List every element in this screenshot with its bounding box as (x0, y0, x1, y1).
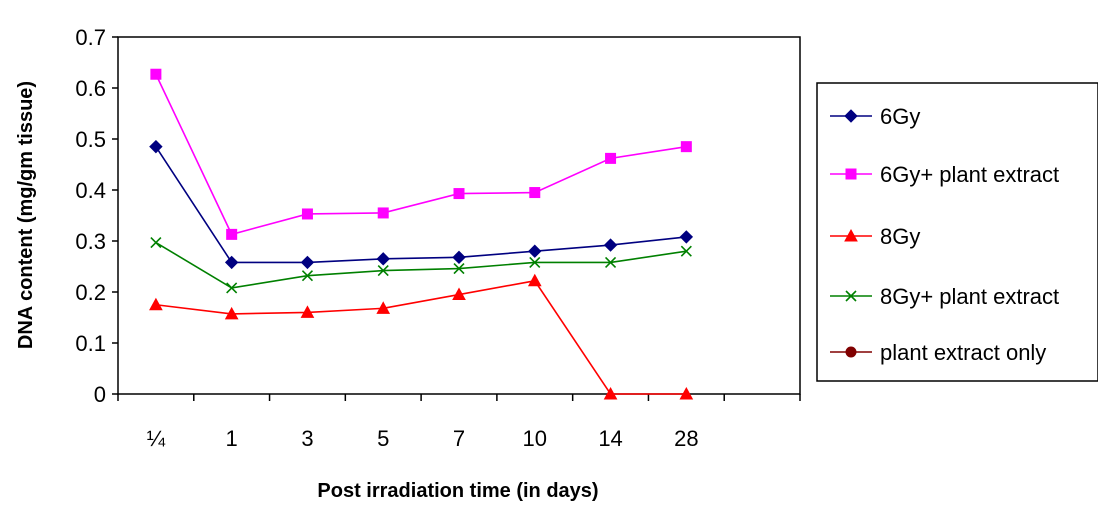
x-axis-ticks: ¼ 1 3 5 7 10 14 28 (117, 394, 801, 451)
legend-item: 6Gy (830, 104, 920, 129)
legend-item: 6Gy+ plant extract (830, 162, 1059, 187)
legend-label: 8Gy+ plant extract (880, 284, 1059, 309)
legend-label: plant extract only (880, 340, 1046, 365)
data-point (453, 188, 465, 200)
legend: 6Gy 6Gy+ plant extract 8Gy 8Gy+ plant extra… (816, 82, 1098, 382)
x-tick-label: 10 (523, 426, 547, 451)
plot-area (117, 36, 801, 395)
data-point (528, 244, 542, 258)
data-point (226, 228, 238, 240)
data-point (301, 208, 313, 220)
data-point (603, 238, 618, 252)
y-tick-label: 0.7 (75, 25, 106, 50)
data-point (300, 255, 315, 270)
data-point (605, 152, 617, 164)
series-line (155, 241, 687, 289)
y-tick-label: 0.2 (75, 280, 106, 305)
data-point (149, 139, 163, 154)
data-point (224, 306, 239, 320)
y-axis-title: DNA content (mg/gm tissue) (15, 81, 37, 349)
x-tick-label: 5 (377, 426, 389, 451)
data-point (527, 273, 542, 287)
series-3 (150, 236, 692, 294)
legend-marker (845, 346, 857, 358)
legend-item: 8Gy+ plant extract (830, 284, 1059, 309)
data-point (377, 265, 389, 277)
data-point (680, 141, 692, 153)
legend-marker (844, 228, 858, 242)
series-line (155, 146, 687, 264)
data-point (301, 270, 314, 282)
series-2 (149, 273, 694, 400)
legend-item: 8Gy (830, 224, 920, 249)
legend-label: 6Gy+ plant extract (880, 162, 1059, 187)
data-point (453, 262, 465, 275)
data-point (226, 282, 238, 294)
series-line (155, 279, 687, 395)
data-point (680, 245, 692, 257)
series-1 (150, 68, 692, 240)
legend-box (816, 82, 1098, 382)
data-point (679, 230, 694, 244)
plot-area-border (117, 36, 801, 395)
x-axis-title: Post irradiation time (in days) (317, 480, 598, 502)
data-point (529, 187, 541, 199)
data-point (529, 256, 541, 268)
data-point (604, 256, 617, 268)
x-tick-label: ¼ (147, 426, 166, 451)
legend-marker (845, 168, 857, 180)
legend-marker (844, 109, 858, 123)
y-tick-label: 0.6 (75, 76, 106, 101)
series-layer (149, 68, 694, 400)
data-point (224, 255, 239, 270)
series-line (155, 73, 687, 236)
y-tick-label: 0.1 (75, 331, 106, 356)
data-point (150, 236, 162, 249)
y-tick-label: 0.4 (75, 178, 106, 203)
x-tick-label: 14 (598, 426, 622, 451)
legend-label: 8Gy (880, 224, 920, 249)
legend-label: 6Gy (880, 104, 920, 129)
data-point (603, 386, 618, 400)
data-point (376, 252, 390, 266)
y-tick-label: 0 (94, 382, 106, 407)
data-point (376, 301, 391, 314)
legend-item: plant extract only (830, 340, 1046, 365)
data-point (149, 297, 163, 311)
data-point (300, 305, 315, 318)
y-tick-label: 0.3 (75, 229, 106, 254)
x-tick-label: 28 (674, 426, 698, 451)
data-point (452, 287, 466, 301)
data-point (452, 250, 466, 265)
x-tick-label: 3 (301, 426, 313, 451)
data-point (679, 386, 694, 400)
y-tick-label: 0.5 (75, 127, 106, 152)
y-axis-ticks: 0 0.1 0.2 0.3 0.4 0.5 0.6 0.7 (75, 25, 118, 407)
series-0 (149, 139, 694, 270)
data-point (377, 207, 389, 219)
data-point (150, 68, 162, 80)
x-tick-label: 7 (453, 426, 465, 451)
x-tick-label: 1 (226, 426, 238, 451)
legend-marker (845, 290, 857, 302)
